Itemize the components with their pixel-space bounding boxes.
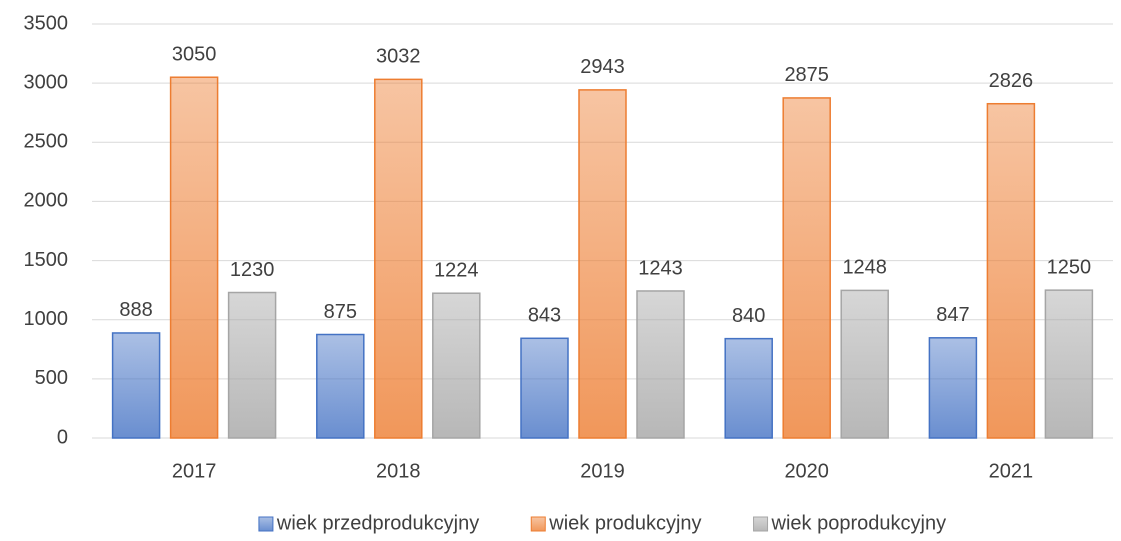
x-tick-label: 2017 <box>172 460 217 482</box>
y-tick-label: 2000 <box>24 190 69 212</box>
y-tick-label: 3000 <box>24 71 69 93</box>
data-label: 3032 <box>376 46 421 68</box>
bar <box>782 97 831 439</box>
bar <box>578 89 627 439</box>
x-tick-label: 2019 <box>580 460 625 482</box>
x-tick-label: 2018 <box>376 460 421 482</box>
data-label: 2826 <box>989 70 1034 92</box>
legend-label: wiek produkcyjny <box>548 512 701 534</box>
bar <box>169 76 219 439</box>
legend-item: wiek produkcyjny <box>530 512 702 534</box>
legend-label: wiek poprodukcyjny <box>771 512 947 534</box>
legend-item: wiek przedprodukcyjny <box>258 512 479 534</box>
data-label: 1230 <box>230 259 275 281</box>
legend-swatch <box>753 516 769 532</box>
bar <box>227 291 277 439</box>
y-tick-label: 3500 <box>24 12 69 34</box>
bar <box>840 289 889 439</box>
bar <box>928 337 978 439</box>
y-tick-label: 500 <box>35 367 68 389</box>
bar <box>724 337 773 439</box>
y-tick-label: 1000 <box>24 308 69 330</box>
bar <box>1044 289 1094 439</box>
y-tick-label: 0 <box>57 426 68 448</box>
y-tick-label: 1500 <box>24 249 69 271</box>
data-label: 875 <box>324 301 357 323</box>
data-label: 1224 <box>434 259 479 281</box>
data-label: 888 <box>119 299 152 321</box>
y-tick-label: 2500 <box>24 131 69 153</box>
data-label: 1250 <box>1047 256 1092 278</box>
legend-swatch <box>258 516 274 532</box>
bar <box>432 292 481 439</box>
legend-item: wiek poprodukcyjny <box>753 512 947 534</box>
legend-label: wiek przedprodukcyjny <box>276 512 479 534</box>
bar <box>636 290 685 439</box>
bar <box>986 102 1036 439</box>
bar <box>374 78 423 439</box>
data-label: 2943 <box>580 56 625 78</box>
x-tick-label: 2020 <box>784 460 829 482</box>
data-label: 2875 <box>784 64 829 86</box>
x-tick-label: 2021 <box>989 460 1034 482</box>
bar <box>316 333 365 439</box>
bar <box>111 332 161 439</box>
legend-swatch <box>530 516 546 532</box>
bar <box>520 337 569 439</box>
data-label: 3050 <box>172 44 217 66</box>
data-label: 843 <box>528 305 561 327</box>
data-label: 1243 <box>638 257 683 279</box>
data-label: 840 <box>732 305 765 327</box>
data-label: 1248 <box>842 257 887 279</box>
data-label: 847 <box>936 304 969 326</box>
